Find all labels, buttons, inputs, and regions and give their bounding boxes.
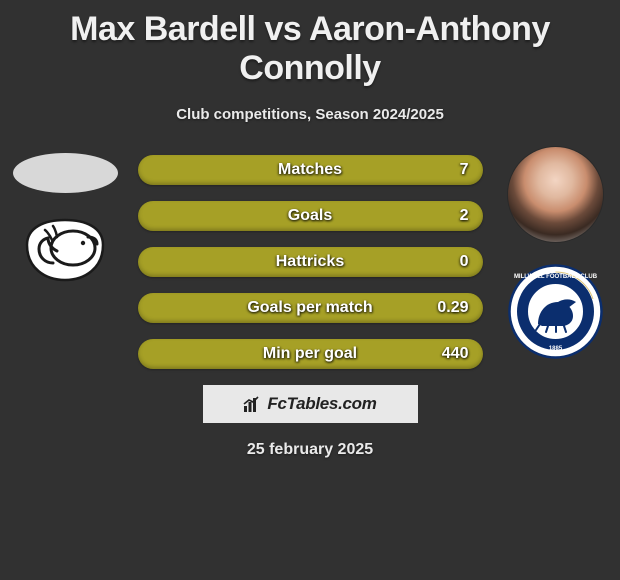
stat-label: Min per goal bbox=[263, 345, 357, 363]
millwall-logo: MILLWALL FOOTBALL CLUB 1885 bbox=[508, 264, 603, 359]
stat-value: 0 bbox=[460, 253, 469, 271]
stat-bar: Matches 7 bbox=[138, 155, 483, 185]
left-player-avatar bbox=[13, 153, 118, 193]
fctables-badge: FcTables.com bbox=[203, 385, 418, 423]
svg-text:1885: 1885 bbox=[548, 346, 562, 352]
derby-county-logo bbox=[15, 215, 115, 285]
stat-bar: Goals per match 0.29 bbox=[138, 293, 483, 323]
stat-label: Hattricks bbox=[276, 253, 344, 271]
stat-value: 0.29 bbox=[437, 299, 468, 317]
left-player-column bbox=[0, 147, 130, 290]
stat-bar: Min per goal 440 bbox=[138, 339, 483, 369]
stat-label: Goals per match bbox=[247, 299, 372, 317]
right-player-column: MILLWALL FOOTBALL CLUB 1885 bbox=[490, 147, 620, 364]
stat-value: 440 bbox=[442, 345, 469, 363]
badge-text: FcTables.com bbox=[267, 394, 376, 414]
date-text: 25 february 2025 bbox=[0, 423, 620, 459]
stat-value: 2 bbox=[460, 207, 469, 225]
stat-label: Goals bbox=[288, 207, 332, 225]
stat-bar: Goals 2 bbox=[138, 201, 483, 231]
page-title: Max Bardell vs Aaron-Anthony Connolly bbox=[0, 0, 620, 88]
stat-label: Matches bbox=[278, 161, 342, 179]
right-player-avatar bbox=[508, 147, 603, 242]
stat-value: 7 bbox=[460, 161, 469, 179]
stats-bars: Matches 7 Goals 2 Hattricks 0 Goals per … bbox=[138, 147, 483, 369]
comparison-content: MILLWALL FOOTBALL CLUB 1885 Matches 7 Go… bbox=[0, 147, 620, 459]
svg-text:MILLWALL FOOTBALL CLUB: MILLWALL FOOTBALL CLUB bbox=[513, 274, 597, 280]
chart-icon bbox=[243, 395, 261, 413]
stat-bar: Hattricks 0 bbox=[138, 247, 483, 277]
subtitle-competition-season: Club competitions, Season 2024/2025 bbox=[0, 88, 620, 123]
